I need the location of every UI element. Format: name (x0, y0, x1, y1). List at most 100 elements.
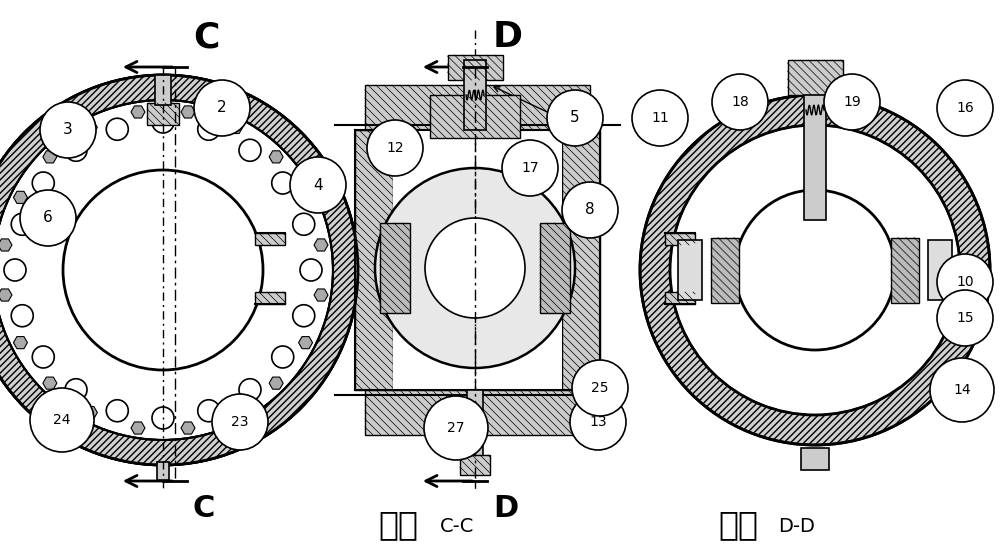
Text: 13: 13 (589, 415, 607, 429)
Text: 6: 6 (43, 210, 53, 226)
Circle shape (290, 157, 346, 213)
Circle shape (0, 75, 358, 465)
Bar (928, 240, 952, 300)
Polygon shape (43, 151, 57, 163)
Bar (711, 238, 739, 302)
Polygon shape (13, 191, 27, 204)
Circle shape (106, 118, 128, 140)
Text: 24: 24 (53, 413, 71, 427)
Bar (678, 240, 702, 300)
Polygon shape (229, 121, 243, 133)
Circle shape (194, 80, 250, 136)
Circle shape (40, 102, 96, 158)
Bar (562, 130, 600, 390)
Text: 4: 4 (313, 177, 323, 193)
Circle shape (937, 290, 993, 346)
Circle shape (4, 259, 26, 281)
Circle shape (293, 305, 315, 327)
Bar (804, 95, 826, 220)
Bar (255, 292, 285, 304)
Polygon shape (43, 377, 57, 389)
Bar (467, 390, 483, 460)
Bar (380, 223, 410, 313)
Bar (430, 95, 520, 138)
Polygon shape (131, 422, 145, 434)
Polygon shape (229, 406, 243, 419)
Text: C: C (193, 494, 215, 523)
Circle shape (930, 358, 994, 422)
Text: D-D: D-D (778, 518, 815, 536)
Text: 25: 25 (591, 381, 609, 395)
Bar (448, 55, 503, 80)
Text: 2: 2 (217, 100, 227, 115)
Text: 19: 19 (843, 95, 861, 109)
Bar (147, 103, 179, 125)
Circle shape (20, 190, 76, 246)
Bar (665, 233, 695, 245)
Wedge shape (640, 95, 990, 445)
Polygon shape (181, 422, 195, 434)
Circle shape (375, 168, 575, 368)
Text: D: D (493, 494, 518, 523)
Circle shape (937, 80, 993, 136)
Polygon shape (314, 239, 328, 251)
Circle shape (65, 379, 87, 401)
Circle shape (367, 120, 423, 176)
Polygon shape (314, 289, 328, 301)
Circle shape (570, 394, 626, 450)
Polygon shape (269, 377, 283, 389)
Bar (801, 448, 829, 470)
Bar (540, 223, 570, 313)
Polygon shape (299, 191, 313, 204)
Circle shape (0, 75, 358, 465)
Polygon shape (269, 151, 283, 163)
Bar (255, 233, 285, 245)
Bar (393, 130, 562, 390)
Circle shape (735, 190, 895, 350)
Circle shape (239, 379, 261, 401)
Bar (665, 292, 695, 304)
Circle shape (65, 139, 87, 161)
Text: 18: 18 (731, 95, 749, 109)
Polygon shape (131, 106, 145, 118)
Text: 16: 16 (956, 101, 974, 115)
Text: 12: 12 (386, 141, 404, 155)
Circle shape (239, 139, 261, 161)
Circle shape (712, 74, 768, 130)
Bar (788, 60, 842, 95)
Text: 15: 15 (956, 311, 974, 325)
Polygon shape (83, 121, 97, 133)
Text: C: C (193, 20, 219, 54)
Text: 17: 17 (521, 161, 539, 175)
Text: 5: 5 (570, 110, 580, 126)
Circle shape (198, 118, 220, 140)
Bar (891, 238, 919, 302)
Polygon shape (0, 239, 12, 251)
Circle shape (937, 254, 993, 310)
Bar (365, 390, 590, 435)
Text: 23: 23 (231, 415, 249, 429)
Circle shape (502, 140, 558, 196)
Text: 3: 3 (63, 122, 73, 137)
Circle shape (11, 213, 33, 236)
Circle shape (424, 396, 488, 460)
Circle shape (212, 394, 268, 450)
Circle shape (198, 400, 220, 422)
Circle shape (425, 218, 525, 318)
Polygon shape (83, 406, 97, 419)
Text: 14: 14 (953, 383, 971, 397)
Circle shape (30, 388, 94, 452)
Bar (355, 130, 393, 390)
Bar (460, 455, 490, 475)
Circle shape (547, 90, 603, 146)
Text: 剖面: 剖面 (378, 508, 418, 541)
Text: D: D (493, 20, 523, 54)
Circle shape (562, 182, 618, 238)
Text: 剖面: 剖面 (718, 508, 758, 541)
Text: 11: 11 (651, 111, 669, 125)
Circle shape (300, 259, 322, 281)
Bar (157, 462, 169, 480)
Text: 27: 27 (447, 421, 465, 435)
Polygon shape (0, 289, 12, 301)
Polygon shape (13, 337, 27, 349)
